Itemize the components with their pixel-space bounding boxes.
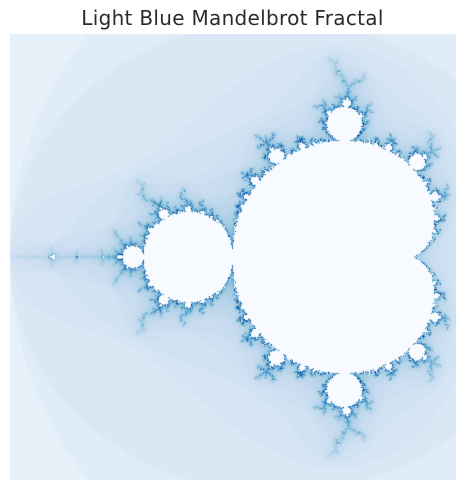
figure-title: Light Blue Mandelbrot Fractal: [81, 6, 384, 30]
fractal-image-frame: [10, 34, 456, 480]
mandelbrot-fractal-image: [10, 34, 456, 480]
